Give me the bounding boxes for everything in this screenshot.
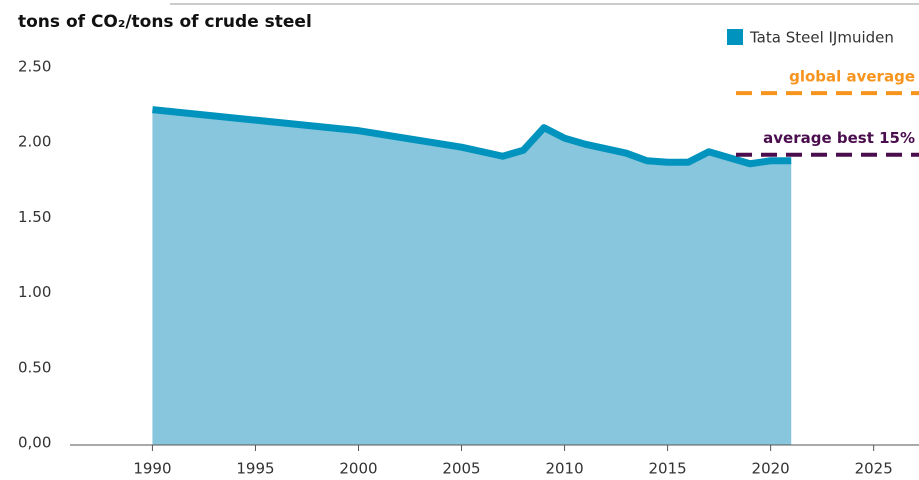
- chart-title: tons of CO₂/tons of crude steel: [18, 12, 312, 32]
- y-tick-label: 0.50: [18, 358, 51, 376]
- x-tick-label: 2000: [339, 460, 377, 478]
- x-tick-label: 1995: [236, 460, 274, 478]
- legend-label: Tata Steel IJmuiden: [749, 29, 894, 47]
- y-tick-label: 0,00: [18, 434, 51, 452]
- x-tick-label: 2015: [649, 460, 687, 478]
- x-tick-label: 2010: [545, 460, 583, 478]
- area: [152, 109, 792, 445]
- x-tick-label: 2005: [442, 460, 480, 478]
- reference-label: global average: [789, 68, 915, 86]
- line: [152, 106, 792, 168]
- x-tick-label: 2020: [752, 460, 790, 478]
- y-tick-label: 2.50: [18, 58, 51, 76]
- x-tick-label: 1990: [133, 460, 171, 478]
- reference-label: average best 15%: [763, 129, 915, 147]
- y-tick-label: 1.50: [18, 208, 51, 226]
- y-tick-label: 1.00: [18, 283, 51, 301]
- y-tick-label: 2.00: [18, 133, 51, 151]
- x-tick-label: 2025: [855, 460, 893, 478]
- legend-swatch: [727, 29, 743, 45]
